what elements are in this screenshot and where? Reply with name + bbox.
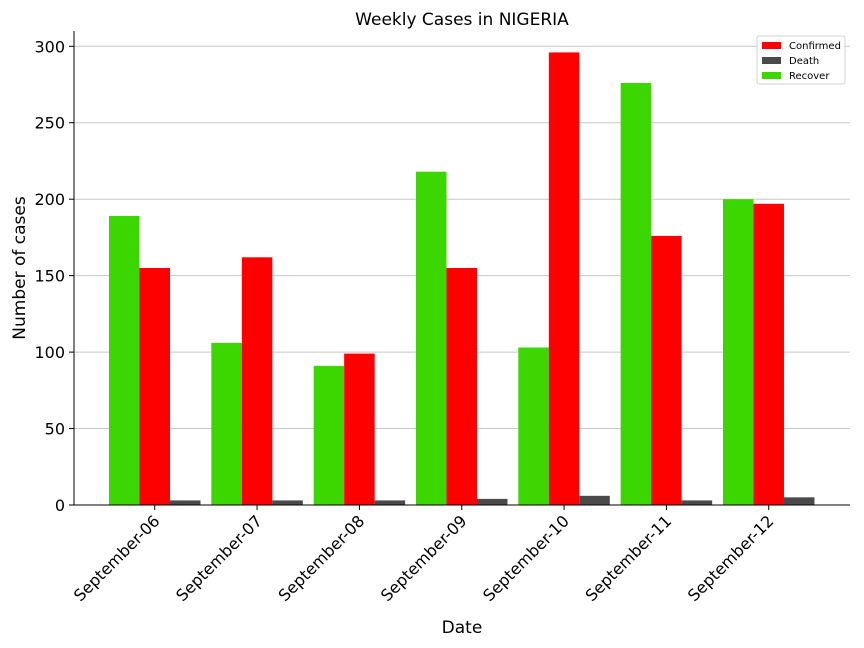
legend: Confirmed Death Recover — [756, 35, 846, 85]
y-tick-label: 300 — [34, 37, 65, 56]
bar-death — [681, 500, 713, 505]
x-tick-label: September-09 — [377, 511, 471, 605]
x-tick-label: September-08 — [275, 511, 369, 605]
bar-confirmed — [753, 203, 784, 505]
x-tick-label: September-12 — [684, 511, 778, 605]
x-tick-label: September-07 — [172, 511, 266, 605]
y-tick-label: 0 — [55, 496, 65, 515]
bar-recover — [620, 82, 652, 506]
bar-confirmed — [651, 235, 682, 505]
bar-death — [579, 495, 610, 505]
y-tick-label: 100 — [34, 343, 65, 362]
legend-label-death: Death — [789, 56, 819, 67]
chart-title: Weekly Cases in NIGERIA — [355, 10, 569, 30]
bar-recover — [109, 216, 140, 505]
bar-recover — [415, 171, 447, 506]
bar-recover — [518, 347, 549, 505]
y-tick-label: 50 — [45, 420, 65, 439]
bar-recover — [313, 365, 345, 505]
legend-swatch-death — [762, 57, 781, 64]
x-tick-label: September-11 — [582, 511, 676, 605]
x-axis-label: Date — [442, 618, 483, 638]
bar-death — [783, 497, 815, 505]
x-tick-label: September-10 — [479, 511, 573, 605]
bar-death — [476, 498, 508, 505]
bars — [109, 52, 815, 506]
legend-label-recover: Recover — [789, 71, 830, 82]
bar-recover — [211, 342, 242, 505]
bar-recover — [722, 199, 754, 505]
bar-confirmed — [241, 257, 273, 505]
y-tick-label: 150 — [34, 267, 65, 286]
y-ticks: 0 50 100 150 200 250 300 — [34, 37, 74, 515]
y-axis-label: Number of cases — [10, 196, 30, 340]
legend-swatch-confirmed — [762, 42, 781, 49]
bar-death — [272, 500, 303, 505]
y-tick-label: 250 — [34, 114, 65, 133]
bar-confirmed — [446, 268, 477, 505]
legend-swatch-recover — [762, 72, 781, 79]
bar-confirmed — [139, 268, 170, 505]
x-tick-label: September-06 — [70, 511, 164, 605]
bar-death — [170, 500, 201, 505]
bar-confirmed — [548, 52, 580, 505]
x-ticks: September-06 September-07 September-08 Sept… — [70, 505, 778, 605]
bar-death — [374, 500, 406, 505]
y-tick-label: 200 — [34, 190, 65, 209]
bar-confirmed — [344, 353, 375, 505]
legend-label-confirmed: Confirmed — [789, 41, 841, 52]
